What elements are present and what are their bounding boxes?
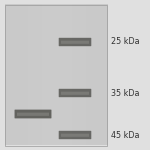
Text: 45 kDa: 45 kDa [111,130,140,140]
FancyBboxPatch shape [59,131,91,139]
FancyBboxPatch shape [59,38,91,46]
FancyBboxPatch shape [61,41,89,44]
Text: 25 kDa: 25 kDa [111,38,140,46]
FancyBboxPatch shape [61,134,89,137]
FancyBboxPatch shape [15,110,51,118]
Bar [4,4,106,146]
FancyBboxPatch shape [59,89,91,97]
Text: 35 kDa: 35 kDa [111,88,140,98]
FancyBboxPatch shape [61,92,89,95]
FancyBboxPatch shape [17,113,49,116]
